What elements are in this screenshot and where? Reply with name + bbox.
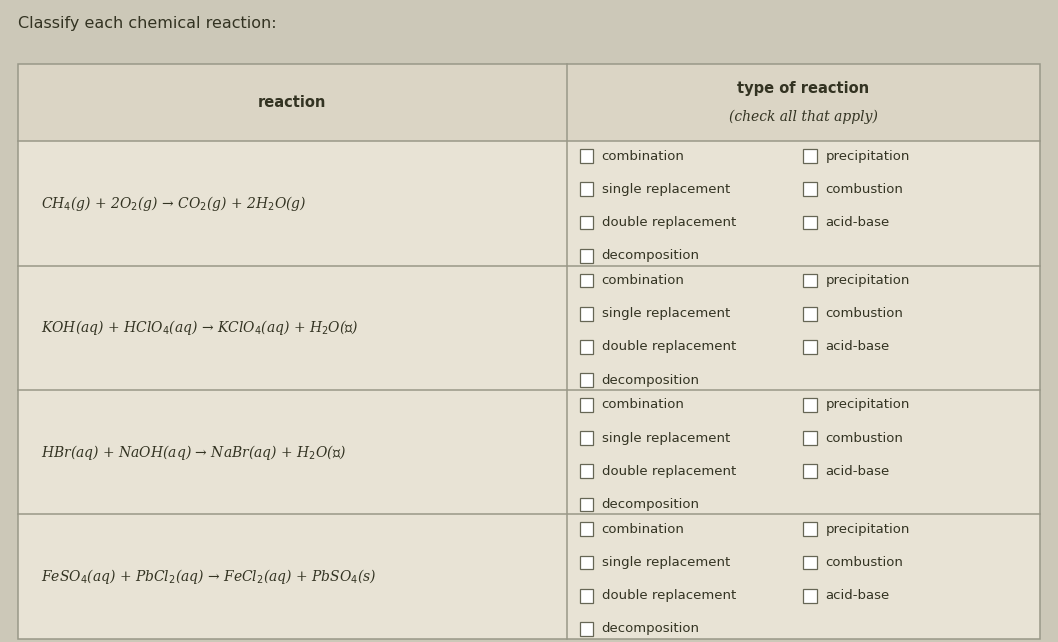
Bar bbox=[580, 589, 594, 603]
Bar bbox=[580, 182, 594, 196]
Bar bbox=[803, 431, 817, 445]
Bar bbox=[18, 64, 1040, 639]
Bar bbox=[803, 340, 817, 354]
Bar bbox=[803, 523, 817, 536]
Bar bbox=[580, 216, 594, 229]
Bar bbox=[803, 273, 817, 288]
Text: CH$_4$(g) + 2O$_2$(g) → CO$_2$(g) + 2H$_2$O(g): CH$_4$(g) + 2O$_2$(g) → CO$_2$(g) + 2H$_… bbox=[41, 194, 307, 213]
Text: acid-base: acid-base bbox=[825, 465, 890, 478]
Text: (check all that apply): (check all that apply) bbox=[729, 110, 878, 124]
Text: single replacement: single replacement bbox=[602, 556, 730, 569]
Text: combination: combination bbox=[602, 150, 685, 162]
Bar bbox=[803, 464, 817, 478]
Bar bbox=[580, 150, 594, 163]
Text: combustion: combustion bbox=[825, 183, 904, 196]
Text: reaction: reaction bbox=[258, 95, 327, 110]
Text: double replacement: double replacement bbox=[602, 216, 736, 229]
Text: acid-base: acid-base bbox=[825, 589, 890, 602]
Text: decomposition: decomposition bbox=[602, 249, 699, 262]
Bar bbox=[18, 64, 1040, 639]
Text: combustion: combustion bbox=[825, 556, 904, 569]
Bar bbox=[803, 589, 817, 603]
Text: single replacement: single replacement bbox=[602, 308, 730, 320]
Bar bbox=[580, 307, 594, 320]
Text: decomposition: decomposition bbox=[602, 622, 699, 636]
Text: acid-base: acid-base bbox=[825, 340, 890, 353]
Bar bbox=[803, 307, 817, 320]
Text: type of reaction: type of reaction bbox=[737, 81, 870, 96]
Text: combination: combination bbox=[602, 523, 685, 536]
Text: precipitation: precipitation bbox=[825, 523, 910, 536]
Text: double replacement: double replacement bbox=[602, 589, 736, 602]
Text: double replacement: double replacement bbox=[602, 465, 736, 478]
Text: Classify each chemical reaction:: Classify each chemical reaction: bbox=[18, 16, 276, 31]
Text: single replacement: single replacement bbox=[602, 183, 730, 196]
Bar bbox=[18, 64, 1040, 141]
Text: combination: combination bbox=[602, 274, 685, 287]
Text: HBr(aq) + NaOH(aq) → NaBr(aq) + H$_2$O(ℓ): HBr(aq) + NaOH(aq) → NaBr(aq) + H$_2$O(ℓ… bbox=[41, 443, 346, 462]
Text: combination: combination bbox=[602, 399, 685, 412]
Bar bbox=[580, 622, 594, 636]
Text: precipitation: precipitation bbox=[825, 399, 910, 412]
Bar bbox=[803, 150, 817, 163]
Bar bbox=[580, 498, 594, 511]
Text: precipitation: precipitation bbox=[825, 150, 910, 162]
Bar bbox=[803, 398, 817, 412]
Bar bbox=[580, 464, 594, 478]
Text: decomposition: decomposition bbox=[602, 498, 699, 511]
Bar bbox=[580, 373, 594, 387]
Bar bbox=[580, 249, 594, 263]
Bar bbox=[803, 182, 817, 196]
Text: precipitation: precipitation bbox=[825, 274, 910, 287]
Bar bbox=[580, 340, 594, 354]
Text: single replacement: single replacement bbox=[602, 431, 730, 445]
Text: decomposition: decomposition bbox=[602, 374, 699, 386]
Bar bbox=[580, 398, 594, 412]
Text: combustion: combustion bbox=[825, 308, 904, 320]
Text: KOH(aq) + HClO$_4$(aq) → KClO$_4$(aq) + H$_2$O(ℓ): KOH(aq) + HClO$_4$(aq) → KClO$_4$(aq) + … bbox=[41, 318, 359, 337]
Text: acid-base: acid-base bbox=[825, 216, 890, 229]
Bar bbox=[580, 431, 594, 445]
Text: double replacement: double replacement bbox=[602, 340, 736, 353]
Text: combustion: combustion bbox=[825, 431, 904, 445]
Text: FeSO$_4$(aq) + PbCl$_2$(aq) → FeCl$_2$(aq) + PbSO$_4$(s): FeSO$_4$(aq) + PbCl$_2$(aq) → FeCl$_2$(a… bbox=[41, 567, 377, 586]
Bar bbox=[803, 216, 817, 229]
Bar bbox=[803, 555, 817, 569]
Bar bbox=[580, 273, 594, 288]
Bar bbox=[580, 555, 594, 569]
Bar bbox=[580, 523, 594, 536]
